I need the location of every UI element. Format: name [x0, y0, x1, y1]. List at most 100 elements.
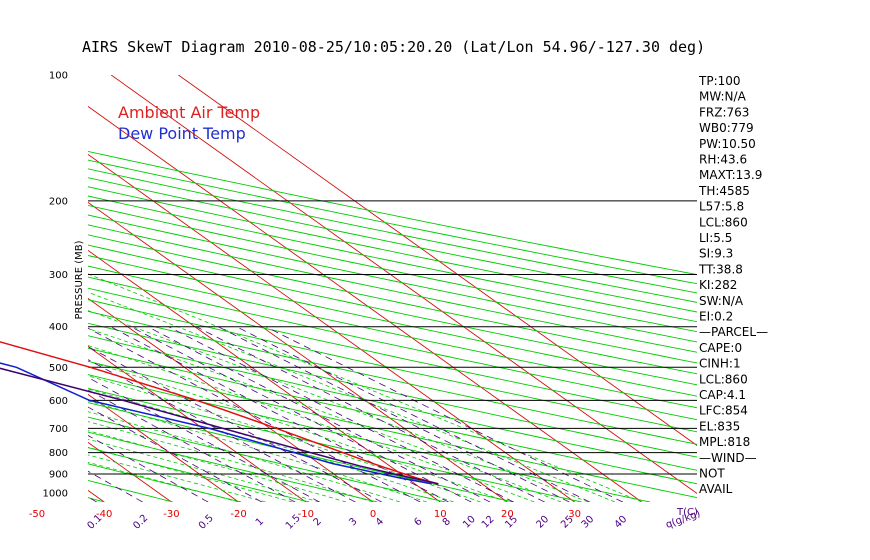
dry-adiabat-line — [88, 265, 697, 397]
bottom-axis-unit: T(C) — [676, 507, 698, 518]
mixing-ratio-label: 30 — [580, 514, 597, 531]
stability-index-item: LI:5.5 — [699, 231, 732, 245]
dry-adiabat-line — [88, 299, 697, 433]
pressure-tick-label: 500 — [49, 363, 68, 374]
dry-adiabat-line — [88, 360, 697, 499]
bottom-temp-label: -40 — [96, 509, 112, 520]
pressure-tick-label: 700 — [49, 424, 68, 435]
dew-point-temp-line — [0, 362, 432, 485]
dry-adiabat-line — [88, 322, 697, 458]
bottom-temp-label: -30 — [163, 509, 179, 520]
stability-index-item: MPL:818 — [699, 435, 750, 449]
moist-adiabat-line — [88, 400, 427, 502]
chart-title: AIRS SkewT Diagram 2010-08-25/10:05:20.2… — [82, 38, 705, 56]
mixing-ratio-line — [110, 326, 449, 502]
mixing-ratio-label: 1 — [254, 516, 266, 528]
isobar-lines — [88, 200, 697, 475]
dry-adiabat-line — [88, 195, 697, 323]
mixing-ratio-label: 2 — [312, 516, 324, 528]
dry-adiabat-line — [88, 416, 446, 502]
isotherm-line — [0, 75, 37, 502]
pressure-tick-label: 100 — [49, 71, 68, 82]
dry-adiabat-line — [88, 463, 242, 502]
ambient-air-temp-line — [0, 341, 439, 485]
stability-index-item: MAXT:13.9 — [699, 168, 762, 182]
mixing-ratio-line — [88, 359, 356, 502]
stability-index-item: RH:43.6 — [699, 153, 747, 167]
dry-adiabat-line — [88, 287, 697, 421]
isotherm-line — [88, 297, 374, 502]
mixing-ratio-line — [168, 326, 514, 502]
dry-adiabat-line — [88, 402, 514, 502]
moist-adiabat-line — [88, 328, 562, 502]
bottom-temp-label: -20 — [230, 509, 246, 520]
legend-ambient-air-temp: Ambient Air Temp — [118, 103, 260, 122]
stability-index-item: LFC:854 — [699, 404, 748, 418]
stability-index-item: LCL:860 — [699, 215, 748, 229]
stability-index-item: LCL:860 — [699, 372, 748, 386]
stability-index-item: EL:835 — [699, 419, 740, 433]
stability-index-item: EI:0.2 — [699, 310, 733, 324]
mixing-ratio-line — [88, 435, 209, 502]
moist-adiabat-line — [88, 446, 293, 502]
stability-index-item: CAP:4.1 — [699, 388, 746, 402]
moist-adiabat-line — [88, 454, 266, 502]
profile-lines — [0, 341, 439, 485]
dry-adiabat-line — [88, 204, 697, 333]
y-axis-label: PRESSURE (MB) — [74, 240, 85, 319]
pressure-tick-label: 1000 — [43, 489, 68, 500]
bottom-temp-label: 0 — [370, 509, 376, 520]
stability-index-item: TH:4585 — [698, 184, 750, 198]
mixing-ratio-label: 12 — [480, 514, 497, 531]
moist-adiabat-line — [88, 360, 508, 502]
moist-adiabat-line — [88, 345, 535, 502]
dry-adiabat-line — [88, 150, 697, 276]
dry-adiabat-line — [88, 177, 697, 303]
stability-index-item: TP:100 — [698, 74, 741, 88]
legend-dew-point-temp: Dew Point Temp — [118, 124, 246, 143]
dry-adiabat-line — [88, 374, 650, 502]
moist-adiabat-line — [88, 430, 347, 502]
mixing-ratio-label: 3 — [347, 516, 359, 528]
axis-labels: 1002003004005006007008009001000-120-110-… — [29, 71, 702, 532]
mixing-ratio-label: 0.5 — [197, 513, 216, 532]
pressure-tick-label: 800 — [49, 448, 68, 459]
isotherm-line — [88, 105, 643, 502]
moist-adiabat-line — [88, 375, 481, 502]
mixing-ratio-line — [265, 326, 623, 502]
moist-adiabat-line — [88, 461, 239, 502]
dry-adiabat-line — [88, 234, 697, 364]
stability-index-item: SI:9.3 — [699, 247, 733, 261]
stability-index-item: TT:38.8 — [698, 262, 743, 276]
isotherm-line — [110, 75, 697, 494]
mixing-ratio-label: 8 — [441, 516, 453, 528]
mixing-ratio-line — [88, 327, 421, 502]
dry-adiabat-line — [88, 276, 697, 409]
diagram-grid — [0, 75, 697, 502]
mixing-ratio-label: 20 — [534, 514, 551, 531]
stability-index-item: MW:N/A — [699, 90, 747, 104]
mixing-ratio-line — [130, 326, 472, 502]
mixing-ratio-line — [88, 346, 382, 502]
dry-adiabat-line — [88, 431, 378, 502]
dry-adiabat-line — [88, 159, 697, 285]
stability-index-item: —WIND— — [699, 451, 757, 465]
stability-index-item: CINH:1 — [699, 357, 741, 371]
dry-adiabat-line — [88, 335, 697, 471]
dry-adiabat-line — [88, 224, 697, 353]
stability-index-item: L57:5.8 — [699, 200, 744, 214]
moist-adiabat-line — [88, 291, 616, 502]
mixing-ratio-line — [88, 377, 320, 502]
mixing-ratio-label: 6 — [412, 516, 424, 528]
mixing-ratio-line — [147, 326, 491, 502]
dry-adiabat-line — [88, 387, 582, 502]
pressure-tick-label: 900 — [49, 470, 68, 481]
stability-index-item: SW:N/A — [699, 294, 744, 308]
bottom-temp-label: 20 — [501, 509, 514, 520]
moist-adiabat-line — [88, 388, 454, 502]
pressure-tick-label: 300 — [49, 270, 68, 281]
stability-index-item: WB0:779 — [699, 121, 754, 135]
mixing-ratio-label: 0.2 — [131, 513, 150, 532]
dry-adiabat-line — [88, 310, 697, 445]
